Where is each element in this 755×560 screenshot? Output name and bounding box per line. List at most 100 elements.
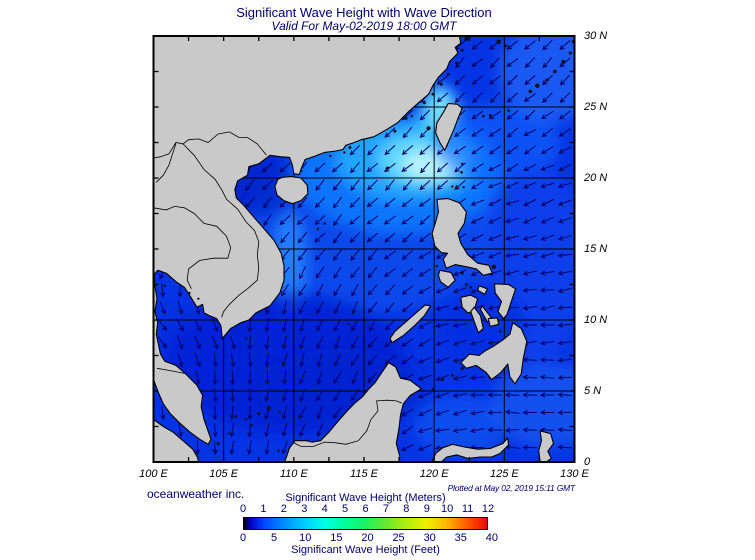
small-island-dot <box>561 59 566 64</box>
small-island-dot <box>187 291 191 295</box>
landmass-negros <box>470 306 484 334</box>
small-island-dot <box>426 126 431 131</box>
valid-time-subtitle: Valid For May-02-2019 18:00 GMT <box>271 19 457 33</box>
small-island-dot <box>431 92 435 96</box>
small-island-dot <box>469 286 472 289</box>
small-island-dot <box>491 264 497 269</box>
small-island-dot <box>568 51 572 55</box>
x-axis-label: 130 E <box>560 468 589 480</box>
country-border <box>156 143 177 183</box>
x-axis-label: 120 E <box>419 468 449 480</box>
colorbar-gradient <box>243 517 488 530</box>
country-border <box>153 205 232 289</box>
colorbar-meters-tick: 9 <box>423 503 430 515</box>
small-island-dot <box>441 378 445 382</box>
colorbar-meters-tick: 6 <box>362 503 369 515</box>
landmass-borneo <box>284 362 423 462</box>
small-island-dot <box>244 418 248 421</box>
small-island-dot <box>278 411 281 414</box>
small-island-dot <box>197 297 200 300</box>
x-axis-label: 110 E <box>279 468 308 480</box>
colorbar-meters-tick: 4 <box>321 503 328 515</box>
small-island-dot <box>460 171 463 174</box>
small-island-dot <box>348 145 352 149</box>
small-island-dot <box>316 227 319 231</box>
landmass-hainan <box>274 176 309 205</box>
y-axis-label: 15 N <box>584 243 608 255</box>
colorbar-feet-tick: 30 <box>423 532 436 544</box>
small-island-dot <box>212 449 216 452</box>
credit-plotted-timestamp: Plotted at May 02, 2019 15:11 GMT <box>447 483 576 493</box>
colorbar-meters-tick: 12 <box>481 503 495 515</box>
landmass-cebu <box>479 305 492 323</box>
colorbar-meters-tick: 11 <box>461 503 474 515</box>
colorbar-meters-tick: 0 <box>239 503 247 515</box>
wave-direction-arrows <box>158 39 572 456</box>
small-island-dot <box>498 330 502 333</box>
colorbar-meters-tick: 2 <box>280 503 287 515</box>
country-border <box>153 131 267 159</box>
small-island-dot <box>234 415 238 418</box>
small-island-dot <box>329 154 332 158</box>
landmass-sumatra <box>153 418 199 462</box>
landmass-sulawesi <box>431 437 510 462</box>
small-island-dot <box>244 337 248 340</box>
land-masses <box>153 36 575 462</box>
small-island-dot <box>410 115 413 118</box>
small-island-dot <box>460 271 464 275</box>
colorbar-feet-tick: 40 <box>485 532 499 544</box>
landmass-masbate <box>477 285 489 295</box>
small-island-dot <box>257 412 261 416</box>
small-island-dot <box>439 82 443 86</box>
x-axis-label: 100 E <box>139 468 168 480</box>
small-island-dot <box>496 39 501 44</box>
small-island-dot <box>462 186 465 189</box>
y-axis-label: 10 N <box>584 314 608 326</box>
small-island-dot <box>528 89 533 94</box>
colorbar-feet-tick: 20 <box>361 532 374 544</box>
small-island-dot <box>504 44 508 48</box>
landmass-taiwan <box>435 102 463 151</box>
small-island-dot <box>422 101 426 105</box>
country-border <box>156 367 185 374</box>
small-island-dot <box>163 284 166 288</box>
country-border <box>292 399 403 447</box>
landmass-mindoro <box>437 269 456 288</box>
small-island-dot <box>446 73 450 76</box>
y-axis-label: 5 N <box>584 385 602 397</box>
colorbar-meters-title: Significant Wave Height (Meters) <box>285 492 446 504</box>
map-frame <box>152 35 576 463</box>
small-island-dot <box>465 283 468 286</box>
colorbar-meters-tick: 3 <box>301 503 308 515</box>
country-border <box>182 143 260 318</box>
colorbar-meters-tick: 1 <box>260 503 267 515</box>
small-island-dot <box>460 48 464 52</box>
small-island-dot <box>553 69 557 74</box>
landmass-palawan <box>389 304 432 344</box>
x-axis-label: 105 E <box>209 468 239 480</box>
colorbar-feet-tick: 5 <box>271 532 278 544</box>
small-island-dot <box>216 442 220 446</box>
small-island-dot <box>488 114 492 118</box>
y-axis-label: 30 N <box>584 30 608 42</box>
colorbar-meters-tick: 7 <box>382 503 389 515</box>
y-axis-label: 20 N <box>584 172 608 184</box>
small-island-dot <box>535 83 540 88</box>
landmass-asia-mainland <box>153 36 462 445</box>
small-island-dot <box>404 116 408 120</box>
colorbar-feet-title: Significant Wave Height (Feet) <box>291 544 440 556</box>
small-island-dot <box>266 406 271 411</box>
landmass-bohol <box>487 317 500 327</box>
small-island-dot <box>226 432 229 435</box>
small-island-dot <box>451 373 454 377</box>
small-island-dot <box>481 114 485 118</box>
colorbar-feet-tick: 0 <box>239 532 247 544</box>
small-island-dot <box>455 61 459 65</box>
landmass-luzon <box>431 198 493 276</box>
colorbar-feet-tick: 35 <box>454 532 467 544</box>
colorbar-feet-tick: 25 <box>392 532 405 544</box>
colorbar-meters-tick: 8 <box>403 503 410 515</box>
colorbar-meters-tick: 5 <box>342 503 349 515</box>
